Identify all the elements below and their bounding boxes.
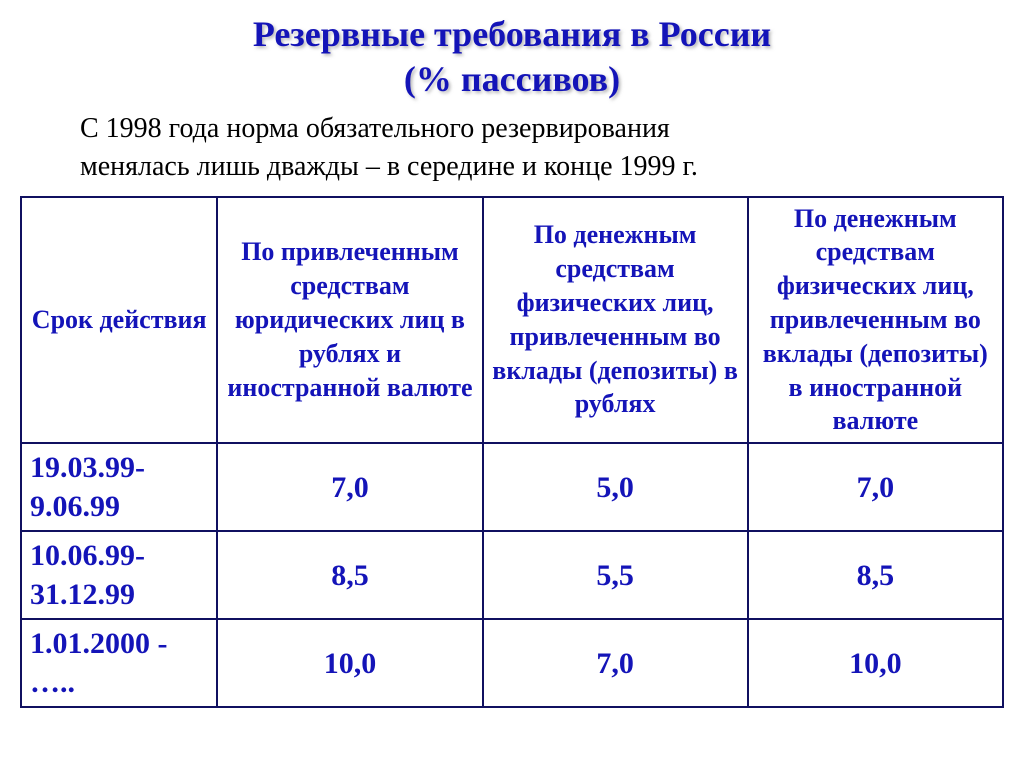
cell-value: 10,0	[217, 619, 482, 707]
cell-value: 10,0	[748, 619, 1003, 707]
cell-period: 10.06.99-31.12.99	[21, 531, 217, 619]
cell-value: 8,5	[748, 531, 1003, 619]
col-header-legal: По привлеченным средствам юридических ли…	[217, 197, 482, 444]
cell-value: 8,5	[217, 531, 482, 619]
cell-value: 5,5	[483, 531, 748, 619]
title-line1: Резервные требования в России	[253, 14, 771, 54]
reserve-table: Срок действия По привлеченным средствам …	[20, 196, 1004, 709]
cell-period: 1.01.2000 - …..	[21, 619, 217, 707]
cell-value: 7,0	[748, 443, 1003, 531]
cell-value: 5,0	[483, 443, 748, 531]
subtitle: С 1998 года норма обязательного резервир…	[80, 110, 1004, 186]
col-header-period: Срок действия	[21, 197, 217, 444]
table-row: 10.06.99-31.12.99 8,5 5,5 8,5	[21, 531, 1003, 619]
table-header-row: Срок действия По привлеченным средствам …	[21, 197, 1003, 444]
page-title: Резервные требования в России (% пассиво…	[20, 12, 1004, 102]
title-line2: (% пассивов)	[404, 59, 620, 99]
cell-period: 19.03.99-9.06.99	[21, 443, 217, 531]
col-header-phys-rub: По денежным средствам физических лиц, пр…	[483, 197, 748, 444]
cell-value: 7,0	[217, 443, 482, 531]
table-row: 19.03.99-9.06.99 7,0 5,0 7,0	[21, 443, 1003, 531]
cell-value: 7,0	[483, 619, 748, 707]
col-header-phys-fx: По денежным средствам физических лиц, пр…	[748, 197, 1003, 444]
table-row: 1.01.2000 - ….. 10,0 7,0 10,0	[21, 619, 1003, 707]
